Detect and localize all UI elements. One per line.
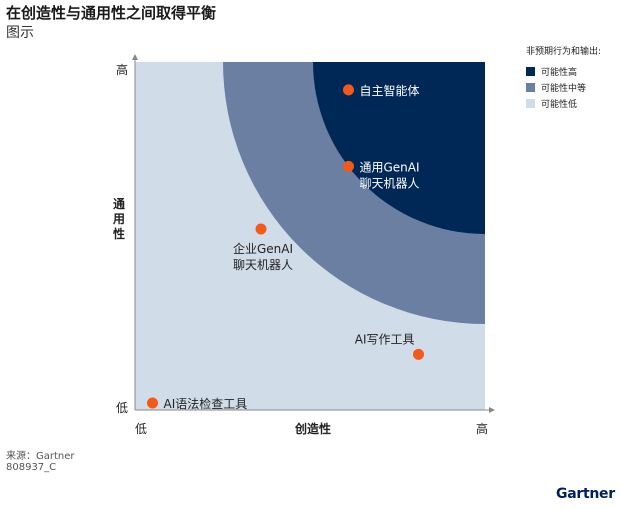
legend-label-medium: 可能性中等	[541, 83, 587, 94]
chart-subtitle: 图示	[6, 25, 34, 41]
data-point-label: AI写作工具	[355, 332, 415, 346]
legend-swatch-high	[526, 66, 535, 76]
x-axis-arrow	[489, 407, 495, 413]
data-point	[147, 397, 158, 409]
data-point	[343, 160, 354, 172]
legend-item-medium: 可能性中等	[526, 79, 601, 95]
legend-swatch-low	[526, 98, 535, 108]
gartner-logo: Gartner	[556, 486, 615, 502]
y-axis-arrow	[132, 54, 138, 60]
zone-high	[313, 62, 485, 234]
data-point	[343, 84, 354, 96]
legend-label-low: 可能性低	[541, 99, 578, 110]
data-point	[413, 348, 424, 360]
data-point-label: 企业GenAI 聊天机器人	[233, 241, 293, 272]
legend: 非预期行为和输出: 可能性高 可能性中等 可能性低	[526, 44, 601, 111]
legend-swatch-medium	[526, 82, 535, 92]
data-point	[255, 223, 267, 235]
y-tick-label-low: 低	[116, 401, 128, 415]
y-axis-title: 通用性	[112, 196, 125, 241]
data-point-label: 自主智能体	[360, 83, 420, 98]
chart-title: 在创造性与通用性之间取得平衡	[6, 4, 217, 22]
source-note: 来源：Gartner	[6, 451, 75, 462]
legend-title: 非预期行为和输出:	[526, 47, 602, 57]
document-id: 808937_C	[6, 462, 57, 473]
legend-item-high: 可能性高	[526, 63, 601, 79]
data-point-label: AI语法检查工具	[164, 396, 248, 411]
data-point-label: 通用GenAI 聊天机器人	[360, 160, 420, 190]
x-tick-label-low: 低	[135, 422, 147, 436]
x-axis-title: 创造性	[294, 421, 331, 436]
legend-item-low: 可能性低	[526, 95, 601, 111]
x-tick-label-high: 高	[476, 421, 488, 436]
y-tick-label-high: 高	[116, 62, 128, 77]
legend-label-high: 可能性高	[541, 67, 578, 78]
